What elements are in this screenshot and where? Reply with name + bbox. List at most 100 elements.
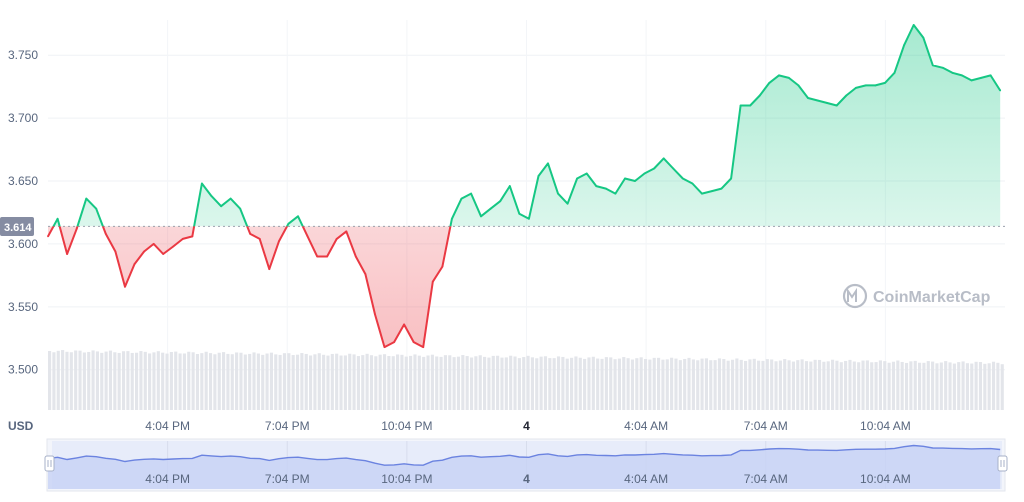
volume-bar	[926, 361, 930, 410]
volume-bar	[61, 350, 65, 410]
volume-bar	[91, 350, 95, 410]
volume-bar	[787, 360, 791, 410]
navigator-right-handle[interactable]	[997, 455, 1008, 472]
volume-bar	[491, 355, 495, 410]
volume-bar	[282, 353, 287, 410]
x-tick-label: 4:04 PM	[145, 419, 190, 433]
volume-bar	[730, 359, 735, 410]
volume-bar	[678, 360, 682, 410]
volume-bar	[213, 354, 217, 410]
y-axis-unit: USD	[8, 419, 34, 433]
data-point	[634, 180, 636, 182]
volume-bar	[574, 356, 578, 410]
data-point	[210, 195, 213, 198]
volume-bar	[761, 360, 765, 410]
data-point	[287, 222, 290, 225]
volume-bar	[752, 358, 756, 410]
data-point	[576, 177, 579, 180]
data-point	[566, 202, 569, 205]
volume-bar	[274, 354, 278, 410]
data-point	[518, 212, 521, 215]
volume-bar	[409, 355, 413, 410]
volume-bar	[343, 355, 347, 410]
data-point	[614, 192, 617, 195]
data-point	[403, 323, 405, 326]
navigator-left-handle[interactable]	[44, 455, 55, 472]
volume-bar	[369, 355, 374, 410]
data-point	[229, 197, 232, 200]
volume-bar	[922, 362, 926, 410]
volume-bar	[578, 357, 582, 410]
data-point	[807, 97, 809, 99]
volume-bar	[809, 361, 813, 410]
volume-bar	[900, 361, 904, 410]
coinmarketcap-logo-icon	[842, 283, 868, 309]
data-point	[557, 192, 559, 195]
volume-bar	[404, 356, 408, 410]
x-tick-label: 4	[523, 419, 530, 433]
volume-bar	[348, 353, 352, 410]
volume-bar	[500, 357, 504, 410]
volume-bar	[95, 351, 99, 410]
data-point	[537, 175, 540, 177]
navigator[interactable]: 4:04 PM 7:04 PM 10:04 PM 4 4:04 AM 7:04 AM 10:…	[44, 438, 1008, 492]
volume-bar	[1000, 364, 1004, 410]
y-tick-label: 3.600	[8, 237, 38, 251]
volume-bar	[113, 352, 117, 410]
volume-bar	[200, 353, 204, 410]
data-point	[797, 84, 800, 87]
data-point	[306, 235, 309, 238]
data-point	[951, 71, 954, 74]
x-tick-label: 10:04 AM	[860, 419, 911, 433]
data-point	[739, 104, 742, 107]
x-tick-label: 7:04 AM	[744, 419, 788, 433]
volume-bar	[570, 357, 574, 410]
y-tick-label: 3.550	[8, 300, 38, 314]
data-point	[691, 182, 694, 185]
volume-bar	[883, 361, 887, 410]
volume-bar	[765, 359, 769, 410]
volume-bar	[670, 357, 674, 410]
data-point	[249, 232, 252, 235]
volume-bar	[609, 357, 613, 410]
volume-bar	[161, 352, 165, 410]
volume-bar	[335, 353, 339, 410]
volume-bar	[222, 352, 226, 410]
volume-bar	[374, 356, 378, 410]
volume-bar	[226, 353, 230, 410]
data-point	[354, 255, 357, 258]
data-point	[758, 94, 761, 97]
data-point	[133, 263, 136, 265]
navigator-line	[47, 444, 1001, 466]
volume-bar	[391, 356, 395, 410]
y-tick-label: 3.750	[8, 48, 38, 62]
volume-bar	[561, 356, 565, 410]
watermark-text: CoinMarketCap	[873, 289, 991, 306]
data-point	[104, 232, 107, 235]
data-point	[268, 268, 271, 270]
data-point	[431, 280, 434, 283]
data-point	[527, 217, 530, 220]
volume-bar	[378, 354, 382, 410]
volume-bar	[443, 355, 447, 410]
volume-bar	[230, 354, 234, 410]
volume-bar	[878, 360, 882, 410]
volume-bar	[117, 352, 121, 410]
data-point	[816, 99, 819, 102]
x-axis-ticks: 4:04 PM 7:04 PM 10:04 PM 4 4:04 AM 7:04 AM 10:…	[145, 419, 910, 433]
data-point	[47, 235, 49, 238]
volume-bar	[417, 355, 421, 410]
volume-bar	[352, 354, 356, 410]
volume-bar	[126, 351, 130, 410]
volume-bar	[987, 363, 991, 410]
volume-bar	[891, 361, 896, 410]
data-point	[970, 79, 973, 82]
volume-bar	[826, 361, 830, 410]
volume-bar	[831, 359, 835, 410]
volume-bar	[535, 358, 539, 410]
data-point	[75, 227, 78, 230]
data-point	[460, 197, 463, 200]
volume-bar	[648, 359, 652, 410]
data-point	[258, 238, 261, 240]
data-point	[701, 192, 703, 195]
